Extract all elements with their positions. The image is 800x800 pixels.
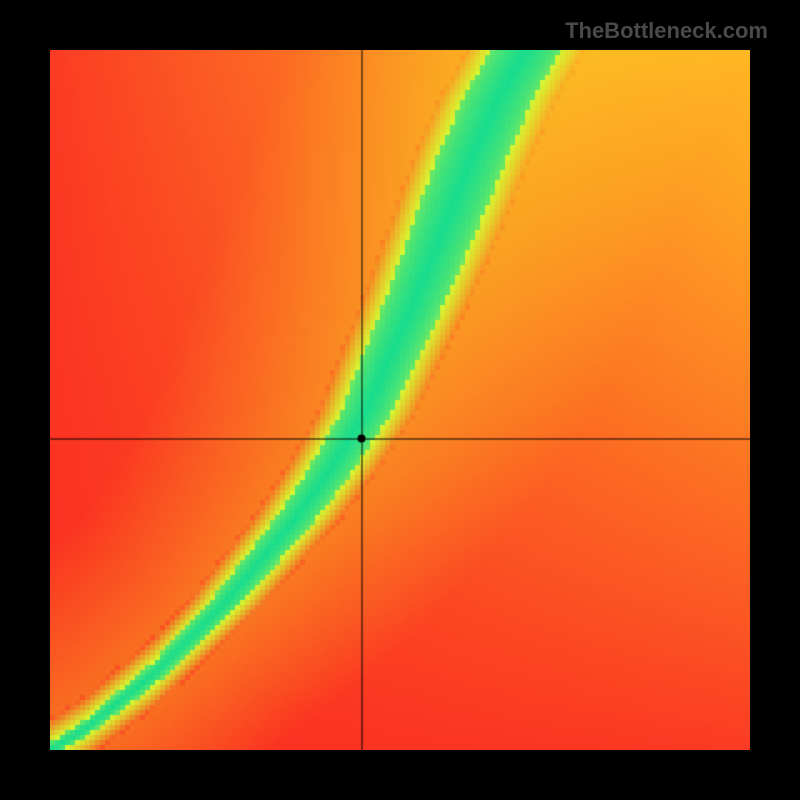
watermark-text: TheBottleneck.com bbox=[565, 18, 768, 44]
chart-frame: TheBottleneck.com bbox=[0, 0, 800, 800]
bottleneck-heatmap-canvas bbox=[50, 50, 750, 750]
